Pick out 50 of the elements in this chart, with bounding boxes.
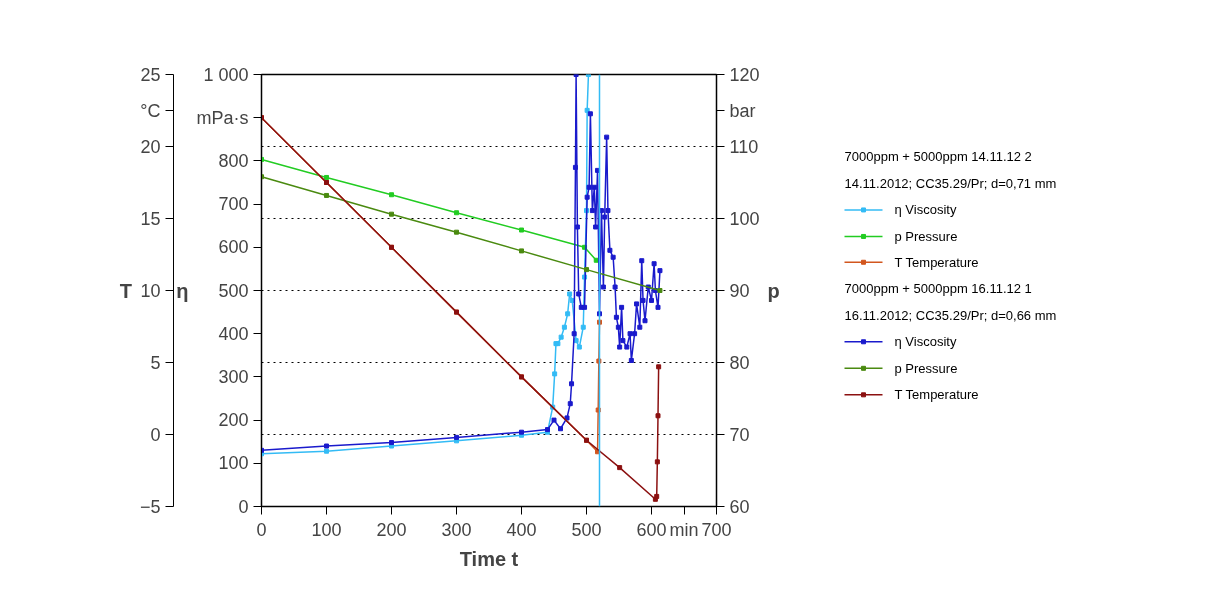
x-tick-label: 500 <box>571 519 602 540</box>
y3-tick-label: 20 <box>140 136 161 157</box>
y2-tick-label: 400 <box>218 323 249 344</box>
x-tick-label: 100 <box>311 519 342 540</box>
y-axis-title: p <box>767 279 780 302</box>
x-tick-label: 400 <box>506 519 537 540</box>
x-tick-label: 200 <box>376 519 407 540</box>
y2-tick-label: 300 <box>218 366 249 387</box>
y2-tick-label: 200 <box>218 410 249 431</box>
y-tick-label: bar <box>729 100 756 121</box>
legend-label: T Temperature <box>894 387 979 403</box>
y-tick-label: 90 <box>729 280 750 301</box>
legend-label: T Temperature <box>894 254 979 270</box>
text: 7000ppm + 5000ppm 14.11.12 2 <box>844 149 1032 165</box>
legend-label: η Viscosity <box>894 334 957 350</box>
y3-tick-label: °C <box>140 100 161 121</box>
y3-tick-label: 0 <box>150 424 161 445</box>
y2-tick-label: 0 <box>238 496 249 517</box>
y-tick-label: 120 <box>729 64 760 85</box>
x-tick-label: 600 <box>636 519 667 540</box>
y2-tick-label: 800 <box>218 150 249 171</box>
y-tick-label: 100 <box>729 208 760 229</box>
legend-label: p Pressure <box>894 360 958 376</box>
y2-axis-title: η <box>176 279 189 302</box>
y3-tick-label: 5 <box>150 352 161 373</box>
x-tick-label: min <box>669 519 699 540</box>
legend-label: p Pressure <box>894 228 958 244</box>
y3-tick-label: 25 <box>140 64 161 85</box>
x-tick-label: 0 <box>256 519 267 540</box>
y3-tick-label: −5 <box>139 496 161 517</box>
y2-tick-label: mPa·s <box>196 107 249 128</box>
text: 7000ppm + 5000ppm 16.11.12 1 <box>844 281 1032 297</box>
x-tick-label: 300 <box>441 519 472 540</box>
text: 14.11.2012; CC35.29/Pr; d=0,71 mm <box>844 175 1057 191</box>
y-tick-label: 110 <box>729 136 759 157</box>
y2-tick-label: 100 <box>218 453 249 474</box>
legend-label: η Viscosity <box>894 202 957 218</box>
y2-tick-label: 1 000 <box>203 64 249 85</box>
y-tick-label: 60 <box>729 496 750 517</box>
y3-tick-label: 15 <box>140 208 161 229</box>
y3-axis-title: T <box>119 279 132 302</box>
x-axis-title: Time t <box>459 547 519 570</box>
y-tick-label: 80 <box>729 352 750 373</box>
y2-tick-label: 600 <box>218 237 249 258</box>
y3-tick-label: 10 <box>140 280 161 301</box>
y-tick-label: 70 <box>729 424 750 445</box>
y2-tick-label: 700 <box>218 194 249 215</box>
x-tick-label: 700 <box>701 519 732 540</box>
text: 16.11.2012; CC35.29/Pr; d=0,66 mm <box>844 307 1057 323</box>
y2-tick-label: 500 <box>218 280 249 301</box>
